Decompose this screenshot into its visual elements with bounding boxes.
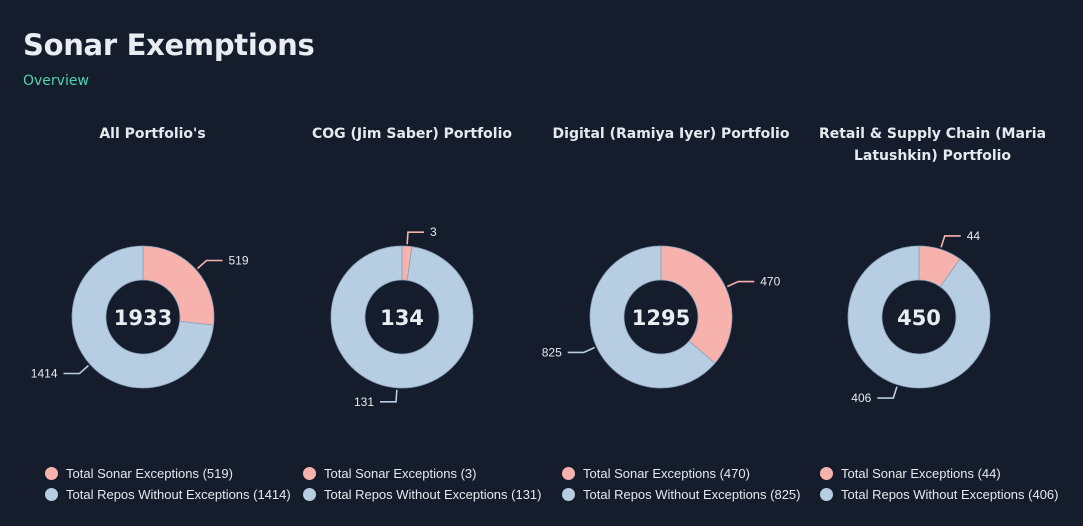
legend-label: Total Repos Without Exceptions (825) — [583, 487, 801, 502]
chart-panel: All Portfolio's 519 1414 1933 Total Sonar Ex… — [20, 0, 291, 526]
donut-chart: 3 131 134 — [330, 225, 474, 409]
leader-line — [567, 346, 595, 354]
chart-title: COG (Jim Saber) Portfolio — [311, 126, 513, 142]
chart-panel: COG (Jim Saber) Portfolio 3 131 134 Total So… — [282, 0, 542, 526]
chart-panel: Retail & Supply Chain (Maria Latushkin) … — [790, 0, 1075, 526]
chart-legend: Total Sonar Exceptions (470) Total Repos … — [562, 463, 801, 505]
chart-panel: Digital (Ramiya Iyer) Portfolio 470 825 129… — [540, 0, 802, 526]
chart-title: Retail & Supply Chain (Maria Latushkin) … — [818, 126, 1047, 164]
slice-repos-without-exceptions[interactable] — [330, 245, 474, 389]
legend-item-sonar-exceptions[interactable]: Total Sonar Exceptions (519) — [45, 463, 291, 484]
slice-repos-without-exceptions[interactable] — [847, 245, 991, 389]
legend-item-repos-without-exceptions[interactable]: Total Repos Without Exceptions (1414) — [45, 484, 291, 505]
chart-legend: Total Sonar Exceptions (519) Total Repos … — [45, 463, 291, 505]
legend-dot-icon — [820, 488, 833, 501]
chart-title: Digital (Ramiya Iyer) Portfolio — [552, 126, 790, 142]
page-subtitle: Overview — [23, 73, 89, 89]
chart-legend: Total Sonar Exceptions (44) Total Repos W… — [820, 463, 1059, 505]
donut-total: 1933 — [114, 306, 172, 330]
chart-title: All Portfolio's — [99, 126, 206, 142]
data-label: 3 — [430, 225, 437, 239]
legend-label: Total Sonar Exceptions (519) — [66, 466, 233, 481]
leader-line — [406, 231, 424, 245]
legend-label: Total Repos Without Exceptions (131) — [324, 487, 542, 502]
legend-item-sonar-exceptions[interactable]: Total Sonar Exceptions (44) — [820, 463, 1059, 484]
data-label: 131 — [354, 395, 374, 409]
leader-line — [380, 389, 398, 403]
legend-dot-icon — [303, 467, 316, 480]
slice-repos-without-exceptions[interactable] — [589, 245, 716, 389]
legend-dot-icon — [303, 488, 316, 501]
donut-chart: 44 406 450 — [847, 229, 991, 405]
legend-dot-icon — [562, 467, 575, 480]
leader-line — [727, 280, 755, 288]
leader-line — [940, 235, 961, 248]
legend-item-sonar-exceptions[interactable]: Total Sonar Exceptions (470) — [562, 463, 801, 484]
legend-label: Total Sonar Exceptions (3) — [324, 466, 477, 481]
legend-dot-icon — [45, 488, 58, 501]
slice-repos-without-exceptions[interactable] — [71, 245, 214, 389]
leader-line — [63, 364, 90, 375]
data-label: 519 — [228, 253, 248, 267]
page-title: Sonar Exemptions — [23, 28, 315, 62]
leader-line — [877, 386, 898, 399]
donut-chart: 519 1414 1933 — [31, 245, 249, 389]
legend-dot-icon — [45, 467, 58, 480]
legend-item-repos-without-exceptions[interactable]: Total Repos Without Exceptions (406) — [820, 484, 1059, 505]
legend-label: Total Repos Without Exceptions (1414) — [66, 487, 291, 502]
donut-total: 1295 — [632, 306, 690, 330]
data-label: 44 — [967, 229, 981, 243]
legend-dot-icon — [562, 488, 575, 501]
legend-label: Total Repos Without Exceptions (406) — [841, 487, 1059, 502]
donut-total: 450 — [897, 306, 941, 330]
legend-item-repos-without-exceptions[interactable]: Total Repos Without Exceptions (131) — [303, 484, 542, 505]
leader-line — [196, 259, 223, 270]
slice-sonar-exceptions[interactable] — [142, 245, 215, 326]
legend-label: Total Sonar Exceptions (470) — [583, 466, 750, 481]
donut-total: 134 — [380, 306, 424, 330]
data-label: 406 — [851, 391, 871, 405]
legend-item-repos-without-exceptions[interactable]: Total Repos Without Exceptions (825) — [562, 484, 801, 505]
data-label: 825 — [542, 345, 562, 359]
donut-chart: 470 825 1295 — [542, 245, 781, 389]
chart-legend: Total Sonar Exceptions (3) Total Repos Wi… — [303, 463, 542, 505]
legend-item-sonar-exceptions[interactable]: Total Sonar Exceptions (3) — [303, 463, 542, 484]
legend-dot-icon — [820, 467, 833, 480]
slice-sonar-exceptions[interactable] — [660, 245, 733, 364]
data-label: 470 — [760, 275, 780, 289]
data-label: 1414 — [31, 367, 58, 381]
legend-label: Total Sonar Exceptions (44) — [841, 466, 1001, 481]
